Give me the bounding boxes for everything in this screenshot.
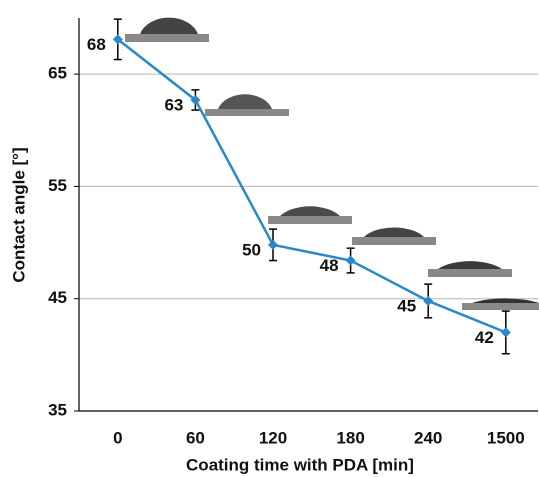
droplet	[125, 18, 209, 42]
marker	[346, 256, 356, 266]
droplet	[268, 206, 352, 224]
y-tick-label: 35	[48, 400, 67, 419]
droplet	[205, 94, 289, 116]
y-tick-label: 45	[48, 288, 67, 307]
y-tick-label: 55	[48, 176, 67, 195]
y-tick-label: 65	[48, 64, 67, 83]
line	[118, 39, 506, 332]
marker	[501, 327, 511, 337]
value-label: 50	[242, 240, 261, 259]
x-tick-label: 240	[414, 428, 442, 447]
x-tick-label: 0	[113, 428, 122, 447]
value-label: 42	[475, 328, 494, 347]
x-tick-label: 1500	[487, 428, 525, 447]
droplet	[428, 261, 512, 277]
x-tick-label: 120	[259, 428, 287, 447]
value-label: 48	[320, 256, 339, 275]
value-label: 63	[164, 95, 183, 114]
marker	[268, 240, 278, 250]
grid-layer	[79, 74, 538, 411]
value-label: 45	[397, 296, 416, 315]
x-tick-label: 60	[186, 428, 205, 447]
chart: Coating time with PDA [min] Contact angl…	[0, 0, 539, 477]
x-axis-title: Coating time with PDA [min]	[186, 455, 414, 474]
y-axis-title: Contact angle [°]	[9, 147, 28, 282]
droplet	[352, 227, 436, 245]
value-label: 68	[87, 35, 106, 54]
marker	[423, 296, 433, 306]
x-tick-label: 180	[336, 428, 364, 447]
droplet	[462, 298, 539, 310]
